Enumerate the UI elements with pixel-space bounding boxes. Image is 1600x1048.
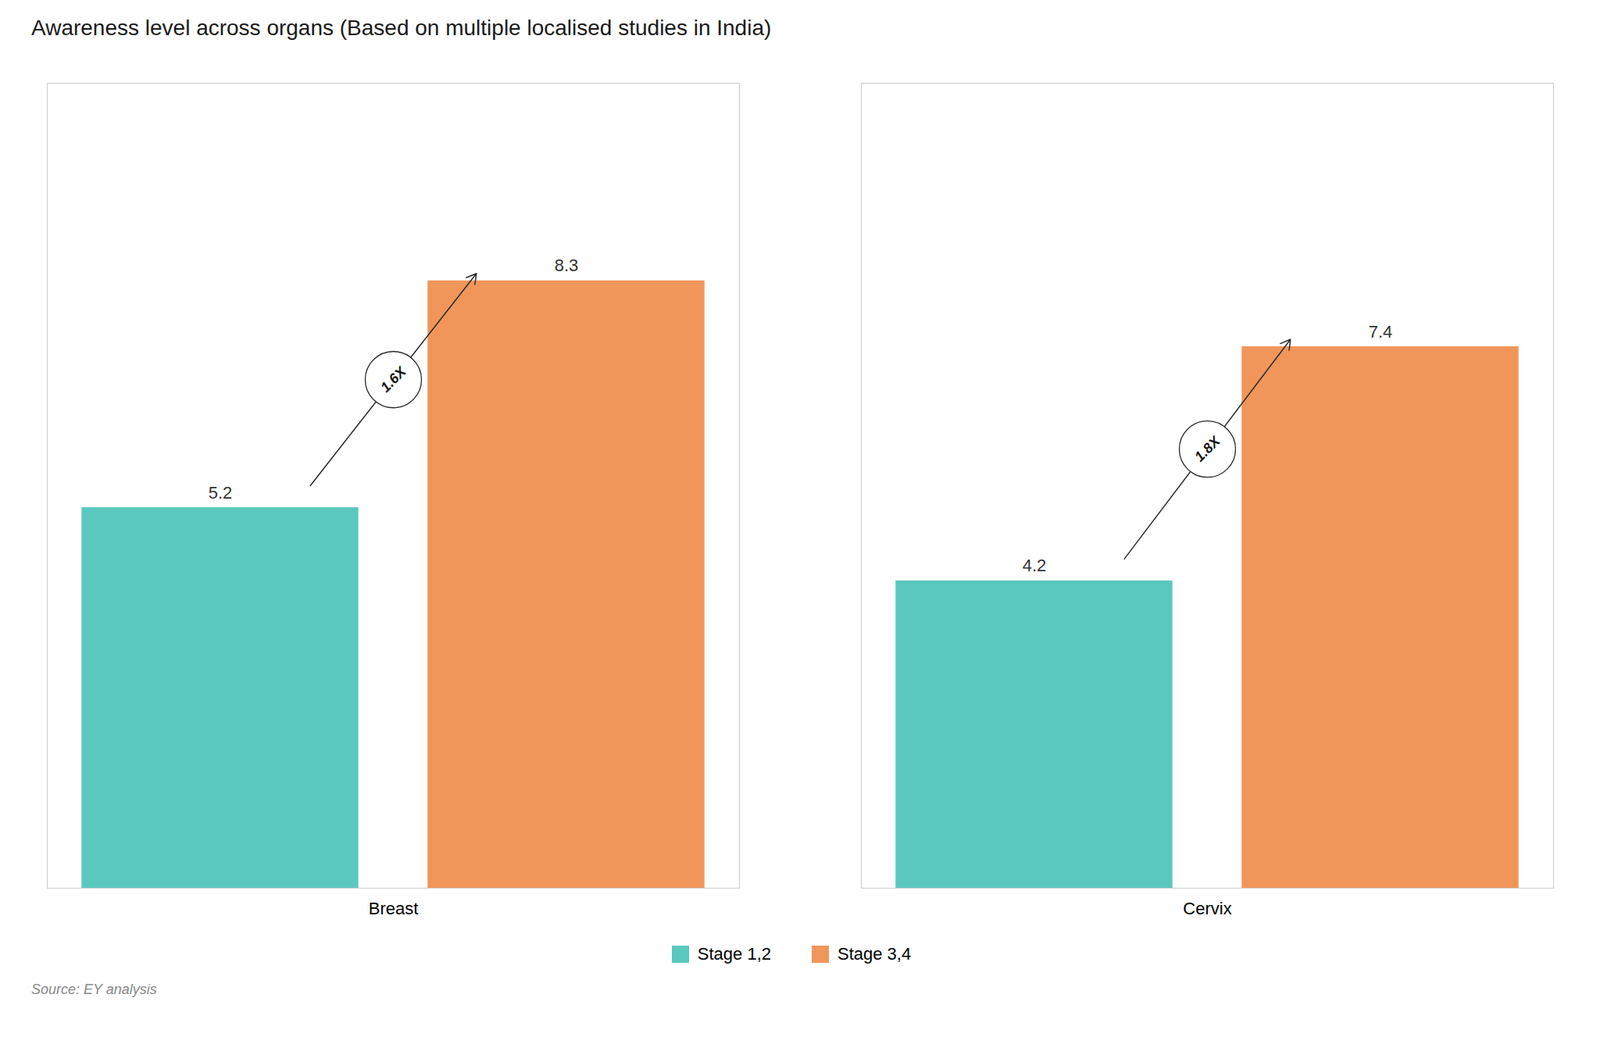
svg-text:1.6X: 1.6X [377, 363, 410, 396]
html-text:Source: EY analysis: Source: EY analysis [31, 981, 157, 997]
svg-text:8.3: 8.3 [554, 255, 579, 275]
svg-text:1.8X: 1.8X [1191, 432, 1224, 465]
svg-text:5.2: 5.2 [208, 482, 233, 503]
svg-text:Breast: Breast [368, 898, 419, 918]
html-text:Stage 3,4: Stage 3,4 [837, 943, 912, 963]
html-text:Stage 1,2: Stage 1,2 [697, 943, 772, 963]
svg-text:Cervix: Cervix [1182, 898, 1232, 918]
svg-text:4.2: 4.2 [1022, 555, 1047, 575]
svg-text:7.4: 7.4 [1368, 321, 1393, 342]
html-text:Awareness level across organs: Awareness level across organs (Based on … [31, 15, 772, 40]
